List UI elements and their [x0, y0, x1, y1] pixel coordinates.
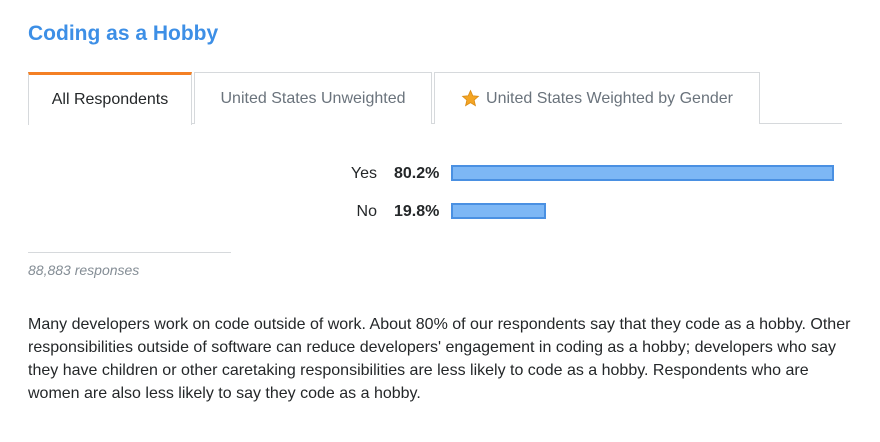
category-label-no: No	[356, 203, 377, 220]
category-label-yes: Yes	[350, 165, 377, 182]
tab-all-respondents[interactable]: All Respondents	[28, 72, 192, 125]
description-text: Many developers work on code outside of …	[28, 316, 851, 402]
page-title: Coding as a Hobby	[28, 22, 219, 45]
bar-no	[451, 203, 546, 219]
tab-label: United States Unweighted	[220, 89, 406, 107]
value-label-no: 19.8%	[394, 203, 440, 220]
response-count: 88,883 responses	[28, 262, 140, 278]
tab-us-unweighted[interactable]: United States Unweighted	[194, 72, 432, 124]
bar-chart: Yes 80.2% No 19.8%	[0, 150, 880, 230]
chart-row-no: No 19.8%	[0, 201, 880, 223]
chart-row-yes: Yes 80.2%	[0, 163, 880, 185]
tab-label: United States Weighted by Gender	[486, 89, 733, 107]
tab-bar: All Respondents United States Unweighted…	[28, 72, 842, 125]
tab-label: All Respondents	[51, 91, 169, 108]
value-label-yes: 80.2%	[394, 165, 440, 182]
divider	[28, 252, 231, 253]
bar-yes	[451, 165, 834, 181]
star-icon	[461, 89, 480, 107]
tab-us-weighted-by-gender[interactable]: United States Weighted by Gender	[434, 72, 760, 124]
